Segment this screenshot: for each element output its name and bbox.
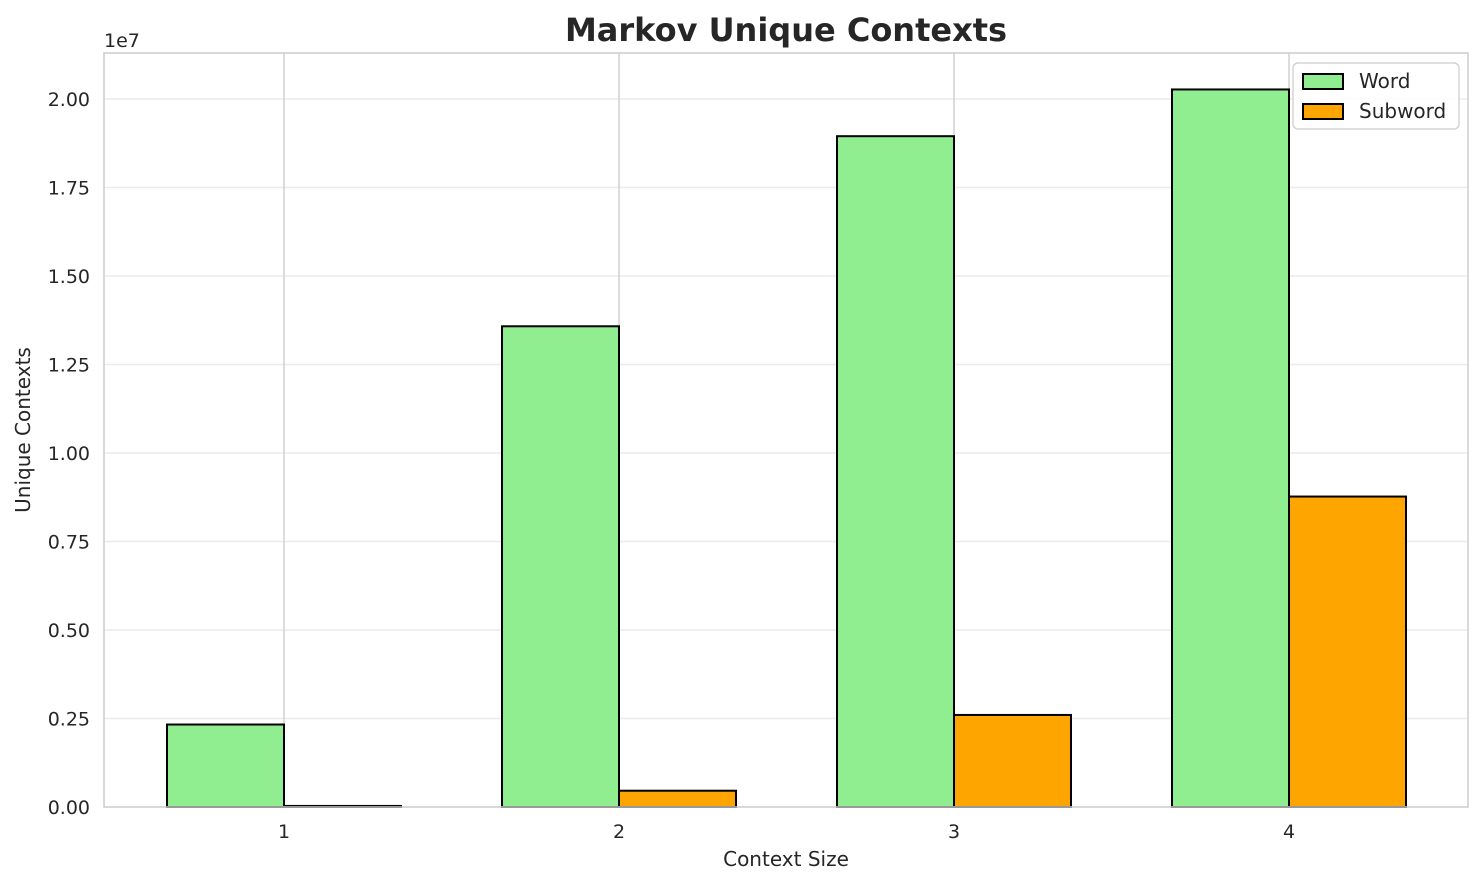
bar-word-2 <box>501 325 620 808</box>
plot-frame <box>103 52 1469 808</box>
bar-subword-2 <box>618 789 737 808</box>
legend-swatch-word <box>1302 73 1344 90</box>
bar-word-4 <box>1171 88 1290 808</box>
x-tick-label: 1 <box>278 821 290 843</box>
bar-subword-4 <box>1288 495 1407 808</box>
legend: Word Subword <box>1292 62 1460 130</box>
x-tick-label: 2 <box>613 821 625 843</box>
y-tick-label: 0.00 <box>48 797 90 819</box>
x-tick-label: 4 <box>1283 821 1295 843</box>
x-tick-label: 3 <box>948 821 960 843</box>
bars-layer <box>166 88 1407 809</box>
ticks-layer: 0.00 0.25 0.50 0.75 1.00 1.25 1.50 1.75 2.00 1 2 3 4 <box>48 89 1295 843</box>
legend-label-subword: Subword <box>1359 99 1446 123</box>
legend-label-word: Word <box>1359 69 1410 93</box>
y-tick-label: 1.75 <box>48 178 90 200</box>
bar-word-1 <box>166 723 285 809</box>
y-tick-label: 0.75 <box>48 532 90 554</box>
y-tick-label: 1.50 <box>48 266 90 288</box>
legend-swatch-subword <box>1302 103 1344 120</box>
y-axis-offset-label: 1e7 <box>104 30 140 52</box>
y-tick-label: 1.25 <box>48 355 90 377</box>
y-tick-label: 0.50 <box>48 620 90 642</box>
bar-subword-3 <box>953 713 1072 809</box>
bar-word-3 <box>836 135 955 808</box>
y-axis-title: Unique Contexts <box>11 347 35 513</box>
y-tick-label: 2.00 <box>48 89 90 111</box>
chart-title: Markov Unique Contexts <box>565 11 1007 49</box>
y-tick-label: 0.25 <box>48 709 90 731</box>
x-axis-title: Context Size <box>723 847 849 871</box>
y-tick-label: 1.00 <box>48 443 90 465</box>
